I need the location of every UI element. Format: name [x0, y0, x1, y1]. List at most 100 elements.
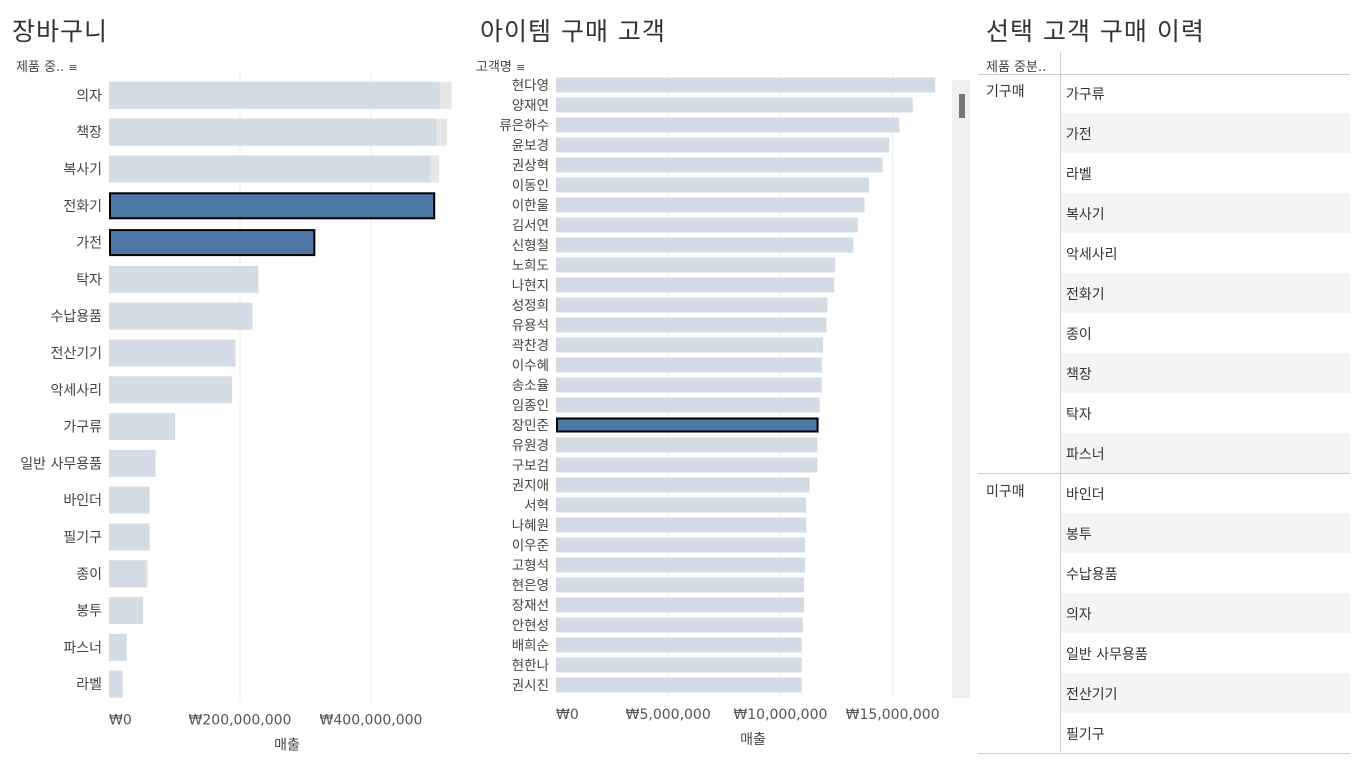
category-label[interactable]: 필기구 [63, 530, 102, 546]
customer-label[interactable]: 신형철 [512, 238, 549, 254]
bar[interactable] [556, 257, 836, 273]
history-row[interactable]: 라벨 [1061, 153, 1350, 193]
history-row[interactable]: 종이 [1061, 313, 1350, 353]
bar[interactable] [556, 417, 819, 433]
bar[interactable] [556, 337, 824, 353]
customer-label[interactable]: 현은영 [512, 578, 549, 594]
scrollbar-track[interactable] [952, 80, 970, 698]
bar[interactable] [109, 229, 316, 257]
bar[interactable] [109, 265, 259, 293]
history-row[interactable]: 가구류 [1061, 73, 1350, 113]
bar[interactable] [556, 97, 913, 113]
bar[interactable] [556, 397, 820, 413]
history-row[interactable]: 수납용품 [1061, 553, 1350, 593]
customer-label[interactable]: 권상혁 [512, 158, 549, 174]
category-label[interactable]: 전화기 [63, 199, 102, 215]
history-row[interactable]: 탁자 [1061, 393, 1350, 433]
customer-label[interactable]: 윤보경 [512, 138, 549, 154]
history-row[interactable]: 복사기 [1061, 193, 1350, 233]
bar[interactable] [556, 297, 828, 313]
category-label[interactable]: 가구류 [63, 420, 102, 436]
bar[interactable] [556, 517, 807, 533]
bar[interactable] [556, 437, 818, 453]
customer-label[interactable]: 임종인 [512, 398, 549, 414]
customer-label[interactable]: 현다영 [512, 78, 549, 94]
customer-label[interactable]: 김서연 [512, 218, 549, 234]
customer-label[interactable]: 유용석 [512, 318, 549, 334]
bar[interactable] [556, 77, 936, 93]
history-row[interactable]: 파스너 [1061, 433, 1350, 473]
customer-label[interactable]: 송소율 [512, 378, 549, 394]
customer-label[interactable]: 이우준 [512, 538, 549, 554]
customer-label[interactable]: 나혜원 [512, 518, 549, 534]
category-label[interactable]: 라벨 [76, 677, 102, 693]
bar[interactable] [109, 81, 440, 109]
history-row[interactable]: 바인더 [1061, 473, 1350, 513]
bar[interactable] [556, 317, 827, 333]
customer-label[interactable]: 노희도 [512, 258, 549, 274]
bar[interactable] [556, 197, 865, 213]
category-label[interactable]: 전산기기 [50, 346, 102, 362]
category-label[interactable]: 바인더 [63, 493, 102, 509]
bar[interactable] [556, 237, 854, 253]
history-row[interactable]: 책장 [1061, 353, 1350, 393]
history-column-header[interactable]: 제품 중분.. [978, 52, 1350, 75]
customers-column-header[interactable]: 고객명 ≡ [476, 56, 525, 75]
customer-label[interactable]: 장재선 [512, 598, 549, 614]
history-row[interactable]: 필기구 [1061, 713, 1350, 753]
bar[interactable] [109, 155, 430, 183]
customer-label[interactable]: 이동인 [512, 178, 549, 194]
customer-label[interactable]: 유원경 [512, 438, 549, 454]
customer-bar-chart[interactable]: 현다영양재연류은하수윤보경권상혁이동인이한울김서연신형철노희도나현지성정희유용석… [470, 40, 990, 760]
customer-label[interactable]: 구보검 [512, 458, 549, 474]
bar[interactable] [556, 577, 804, 593]
bar[interactable] [556, 557, 806, 573]
bar[interactable] [556, 457, 818, 473]
bar[interactable] [109, 597, 144, 625]
history-row[interactable]: 악세사리 [1061, 233, 1350, 273]
bar[interactable] [109, 118, 437, 146]
bar[interactable] [556, 137, 890, 153]
bar[interactable] [556, 657, 802, 673]
bar[interactable] [109, 449, 156, 477]
bar[interactable] [109, 192, 436, 220]
bar[interactable] [556, 617, 803, 633]
bar[interactable] [556, 357, 822, 373]
customer-label[interactable]: 배희순 [512, 638, 549, 654]
customer-label[interactable]: 안현성 [512, 618, 549, 634]
scrollbar-thumb[interactable] [959, 94, 965, 118]
bar[interactable] [556, 597, 804, 613]
bar[interactable] [109, 486, 150, 514]
bar[interactable] [556, 497, 807, 513]
sort-descending-icon[interactable]: ≡ [516, 61, 526, 74]
bar[interactable] [556, 477, 810, 493]
category-label[interactable]: 악세사리 [50, 383, 102, 399]
category-label[interactable]: 일반 사무용품 [20, 456, 102, 472]
customer-label[interactable]: 이수혜 [512, 358, 549, 374]
customer-label[interactable]: 고형석 [512, 558, 549, 574]
category-label[interactable]: 의자 [76, 88, 102, 104]
bar[interactable] [109, 376, 233, 404]
history-row[interactable]: 전산기기 [1061, 673, 1350, 713]
customer-label[interactable]: 곽찬경 [512, 338, 549, 354]
bar[interactable] [556, 637, 802, 653]
category-label[interactable]: 수납용품 [50, 309, 102, 325]
bar[interactable] [556, 537, 806, 553]
customer-label[interactable]: 서혁 [524, 498, 549, 514]
bar[interactable] [556, 157, 883, 173]
customer-label[interactable]: 양재연 [512, 98, 549, 114]
customer-label[interactable]: 권지애 [512, 478, 549, 494]
category-label[interactable]: 파스너 [63, 640, 102, 656]
customer-label[interactable]: 이한울 [512, 198, 549, 214]
history-row[interactable]: 가전 [1061, 113, 1350, 153]
category-label[interactable]: 책장 [76, 125, 102, 141]
history-row[interactable]: 봉투 [1061, 513, 1350, 553]
customer-label[interactable]: 류은하수 [499, 118, 549, 134]
customer-label[interactable]: 나현지 [512, 278, 549, 294]
customer-label[interactable]: 현한나 [512, 658, 549, 674]
bar[interactable] [556, 277, 835, 293]
bar[interactable] [109, 670, 123, 698]
bar[interactable] [556, 117, 900, 133]
bar[interactable] [109, 523, 150, 551]
